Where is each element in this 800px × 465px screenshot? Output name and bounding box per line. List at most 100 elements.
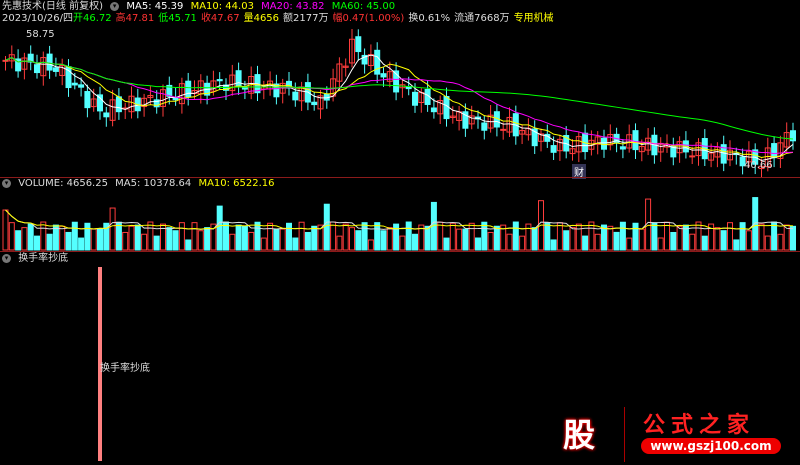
volume-bar <box>456 228 463 251</box>
candle <box>500 128 507 131</box>
volume-bar <box>462 228 469 251</box>
candle <box>468 115 475 125</box>
volume-bar <box>191 222 198 251</box>
candle <box>46 53 53 71</box>
volume-bar <box>185 239 192 251</box>
candle <box>21 57 28 70</box>
volume-bar <box>443 237 450 251</box>
volume-bar <box>582 235 589 251</box>
candle <box>519 130 526 135</box>
volume-bar <box>682 224 689 251</box>
volume-bar <box>216 205 223 251</box>
volume-bar <box>323 203 330 251</box>
candle <box>90 98 97 108</box>
amount: 额2177万 <box>283 13 329 24</box>
candle <box>727 149 733 161</box>
high: 高47.81 <box>115 13 155 24</box>
volume-bar <box>260 237 267 251</box>
volume-bar <box>367 239 374 251</box>
volume-bar <box>235 224 242 251</box>
candle <box>103 112 110 118</box>
candle <box>462 111 469 129</box>
candle <box>777 142 784 159</box>
chevron-down-icon[interactable]: ▾ <box>110 1 120 11</box>
divider <box>0 251 800 252</box>
volume-bar <box>172 230 179 251</box>
chevron-down-icon[interactable]: ▾ <box>2 253 11 263</box>
volume-ma10-line <box>5 209 794 230</box>
volume-bar <box>714 227 721 251</box>
volume-bar <box>745 230 752 251</box>
min-price-label: 40.66 <box>744 160 773 171</box>
stock-title[interactable]: 先惠技术(日线 前复权) <box>2 1 103 12</box>
volume-bar <box>34 235 40 251</box>
volume-bar <box>71 221 78 251</box>
candle <box>27 53 34 63</box>
volume-bar <box>500 224 507 251</box>
candle <box>638 145 645 153</box>
candle <box>52 67 59 72</box>
volume-bar <box>122 231 129 251</box>
volume-bar <box>304 231 311 251</box>
volume-bar <box>487 231 494 251</box>
ma5-value: MA5: 45.39 <box>126 1 184 12</box>
turnover-bar <box>98 267 102 461</box>
finance-marker[interactable]: 财 <box>572 164 586 179</box>
volume-bar <box>575 223 582 251</box>
volume-bar <box>21 227 28 251</box>
candle <box>153 99 160 108</box>
volume-bar <box>128 225 135 251</box>
candle <box>437 100 444 115</box>
volume-value: VOLUME: 4656.25 <box>18 178 108 189</box>
volume-bar <box>651 222 658 251</box>
candle <box>386 71 393 82</box>
candle <box>556 138 563 152</box>
volume-bar <box>708 223 715 251</box>
date: 2023/10/26/四 <box>2 13 74 24</box>
sector: 专用机械 <box>513 13 554 24</box>
candle <box>97 94 103 112</box>
chevron-down-icon[interactable]: ▾ <box>2 178 11 188</box>
candle <box>15 58 22 72</box>
candle <box>342 65 349 68</box>
volume-bar <box>355 230 362 251</box>
volume-bar <box>588 221 595 251</box>
volume-bar <box>349 227 355 251</box>
volume-bar <box>342 223 349 251</box>
volume-bar <box>626 237 633 251</box>
volume-bar <box>109 207 116 251</box>
volume-bar <box>531 227 538 251</box>
candle <box>695 142 702 157</box>
volume-bar <box>147 221 154 251</box>
volume-bar <box>519 235 526 251</box>
volume-bar <box>405 221 412 251</box>
volume-bar <box>701 235 708 251</box>
candle <box>619 146 626 150</box>
candle <box>78 84 85 88</box>
volume-header: ▾ VOLUME: 4656.25 MA5: 10378.64 MA10: 65… <box>2 178 279 190</box>
candle <box>59 64 66 76</box>
volume-bar <box>267 222 274 251</box>
candle <box>601 137 607 150</box>
volume-bar <box>153 235 160 251</box>
volume-bar <box>78 237 85 251</box>
volume-bar <box>59 225 66 251</box>
candle <box>109 99 116 121</box>
volume-bar <box>248 231 255 251</box>
volume-bar <box>65 231 72 251</box>
candle <box>160 89 166 107</box>
volume-bar <box>134 224 141 251</box>
candle <box>575 136 582 153</box>
volume-bar <box>178 222 185 251</box>
volume-bar <box>418 224 425 251</box>
candle <box>380 73 387 78</box>
volume-ma5-line <box>5 209 794 230</box>
quote-line: 2023/10/26/四开46.72 高47.81 低45.71 收47.67 量465… <box>2 13 558 25</box>
volume-bar <box>361 222 368 251</box>
volume-bar <box>412 233 418 251</box>
candle <box>336 63 343 82</box>
ma5-line <box>5 54 794 161</box>
volume-bar <box>670 231 677 251</box>
volume-bar <box>298 221 305 251</box>
